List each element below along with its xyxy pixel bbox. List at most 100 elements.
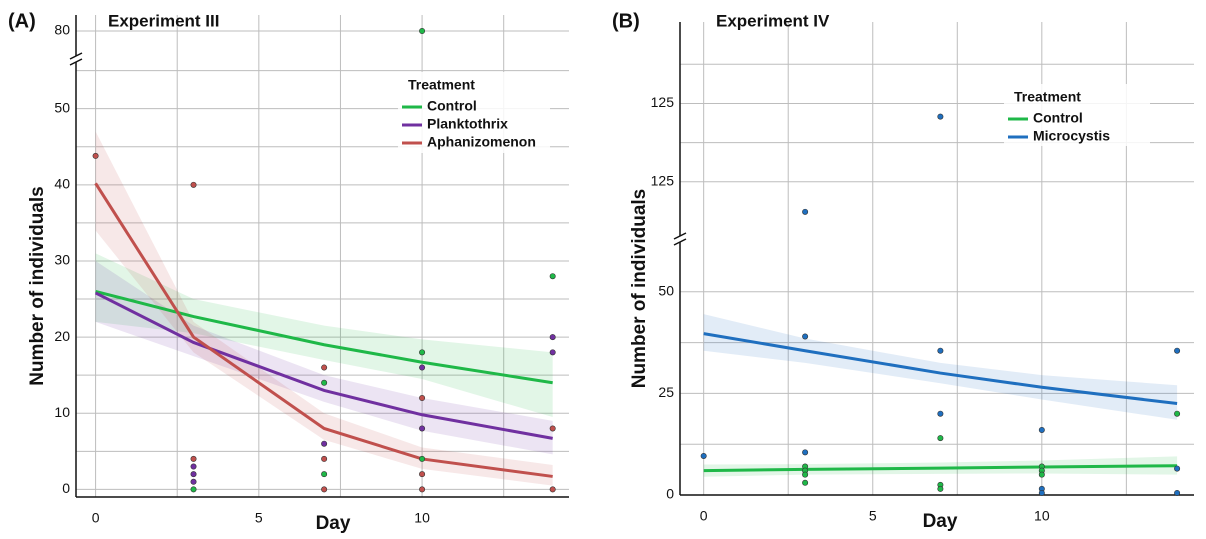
data-point [549,425,556,432]
data-point [419,364,426,371]
legend-label: Microcystis [1033,128,1110,144]
y-axis-label: Number of individuals [629,189,650,389]
y-tick-label: 30 [54,252,70,268]
y-tick-label: 25 [658,384,674,400]
axis-break-gap [677,236,683,242]
data-point [321,440,328,447]
data-point [937,435,944,442]
data-point [1174,489,1181,496]
data-point [321,455,328,462]
legend-box [1004,84,1150,146]
fit-line [94,182,553,478]
x-axis-label: Day [316,513,351,534]
legend-label: Control [1033,110,1083,126]
legend: Treatment Control Planktothrix Aphanizomeno… [398,72,550,153]
data-point [190,181,197,188]
data-point [549,486,556,493]
legend-label: Aphanizomenon [427,134,536,150]
confidence-band [95,131,553,486]
legend: Treatment Control Microcystis [1004,84,1150,146]
y-tick-label: 20 [54,328,70,344]
x-tick-label: 10 [1034,508,1050,524]
legend-title: Treatment [1014,89,1081,105]
data-point [190,455,197,462]
fit-line [95,289,553,385]
data-point [419,471,426,478]
data-point [419,455,426,462]
data-point [700,452,707,459]
panel-label: (A) [8,10,36,32]
x-tick-label: 0 [92,510,100,526]
data-point [937,113,944,120]
data-point [1174,347,1181,354]
data-point [321,471,328,478]
x-tick-label: 5 [869,508,877,524]
legend-label: Planktothrix [427,116,508,132]
x-axis-label: Day [923,511,958,532]
x-tick-label: 0 [700,508,708,524]
data-point [190,478,197,485]
data-point [549,273,556,280]
data-point [92,152,99,159]
axis-break-mark [69,52,83,60]
chart-title: Experiment IV [716,11,830,30]
data-point [802,208,809,215]
y-tick-label: 50 [658,282,674,298]
data-point [1038,471,1045,478]
data-point [937,347,944,354]
data-point [321,486,328,493]
y-tick-label: 50 [54,99,70,115]
panel: 0 5 10 0 10 20 30 40 50 80 (A) Experiment III Day Num… [8,10,569,534]
legend-title: Treatment [408,77,475,93]
legend-box [398,72,550,153]
axis-break-mark [69,58,83,66]
data-point [937,410,944,417]
data-point [549,334,556,341]
y-tick-label: 0 [62,480,70,496]
data-point [190,486,197,493]
x-tick-label: 5 [255,510,263,526]
data-point [1174,465,1181,472]
legend-label: Control [427,98,477,114]
data-point [802,333,809,340]
axis-break-mark [673,238,687,246]
data-point [419,395,426,402]
data-point [802,449,809,456]
panel-label: (B) [612,10,640,32]
data-point [549,349,556,356]
data-point [802,471,809,478]
x-tick-label: 10 [414,510,430,526]
confidence-band [703,314,1178,420]
data-point [190,471,197,478]
fit-line [94,291,553,440]
confidence-band [95,253,553,418]
y-tick-label: 125 [651,94,675,110]
y-tick-label: 10 [54,404,70,420]
y-tick-label: 40 [54,176,70,192]
data-point [937,485,944,492]
data-point [321,364,328,371]
chart-title: Experiment III [108,11,219,30]
data-point [802,479,809,486]
y-tick-label: 80 [54,22,70,38]
data-point [1174,410,1181,417]
axis-break-gap [73,56,79,62]
fit-line [703,464,1178,473]
y-tick-label: 125 [651,172,675,188]
data-point [190,463,197,470]
fit-line [703,332,1178,406]
data-point [419,349,426,356]
data-point [1038,426,1045,433]
data-point [321,379,328,386]
data-point [1038,489,1045,496]
data-point [419,425,426,432]
y-tick-label: 0 [666,486,674,502]
axis-break-mark [673,232,687,240]
data-point [419,486,426,493]
confidence-band [95,260,553,455]
y-axis-label: Number of individuals [27,186,48,386]
data-point [419,27,426,34]
confidence-band [703,456,1178,477]
panel: 0 5 10 0 25 50 125 125 (B) Experiment IV Day Number… [612,10,1194,532]
